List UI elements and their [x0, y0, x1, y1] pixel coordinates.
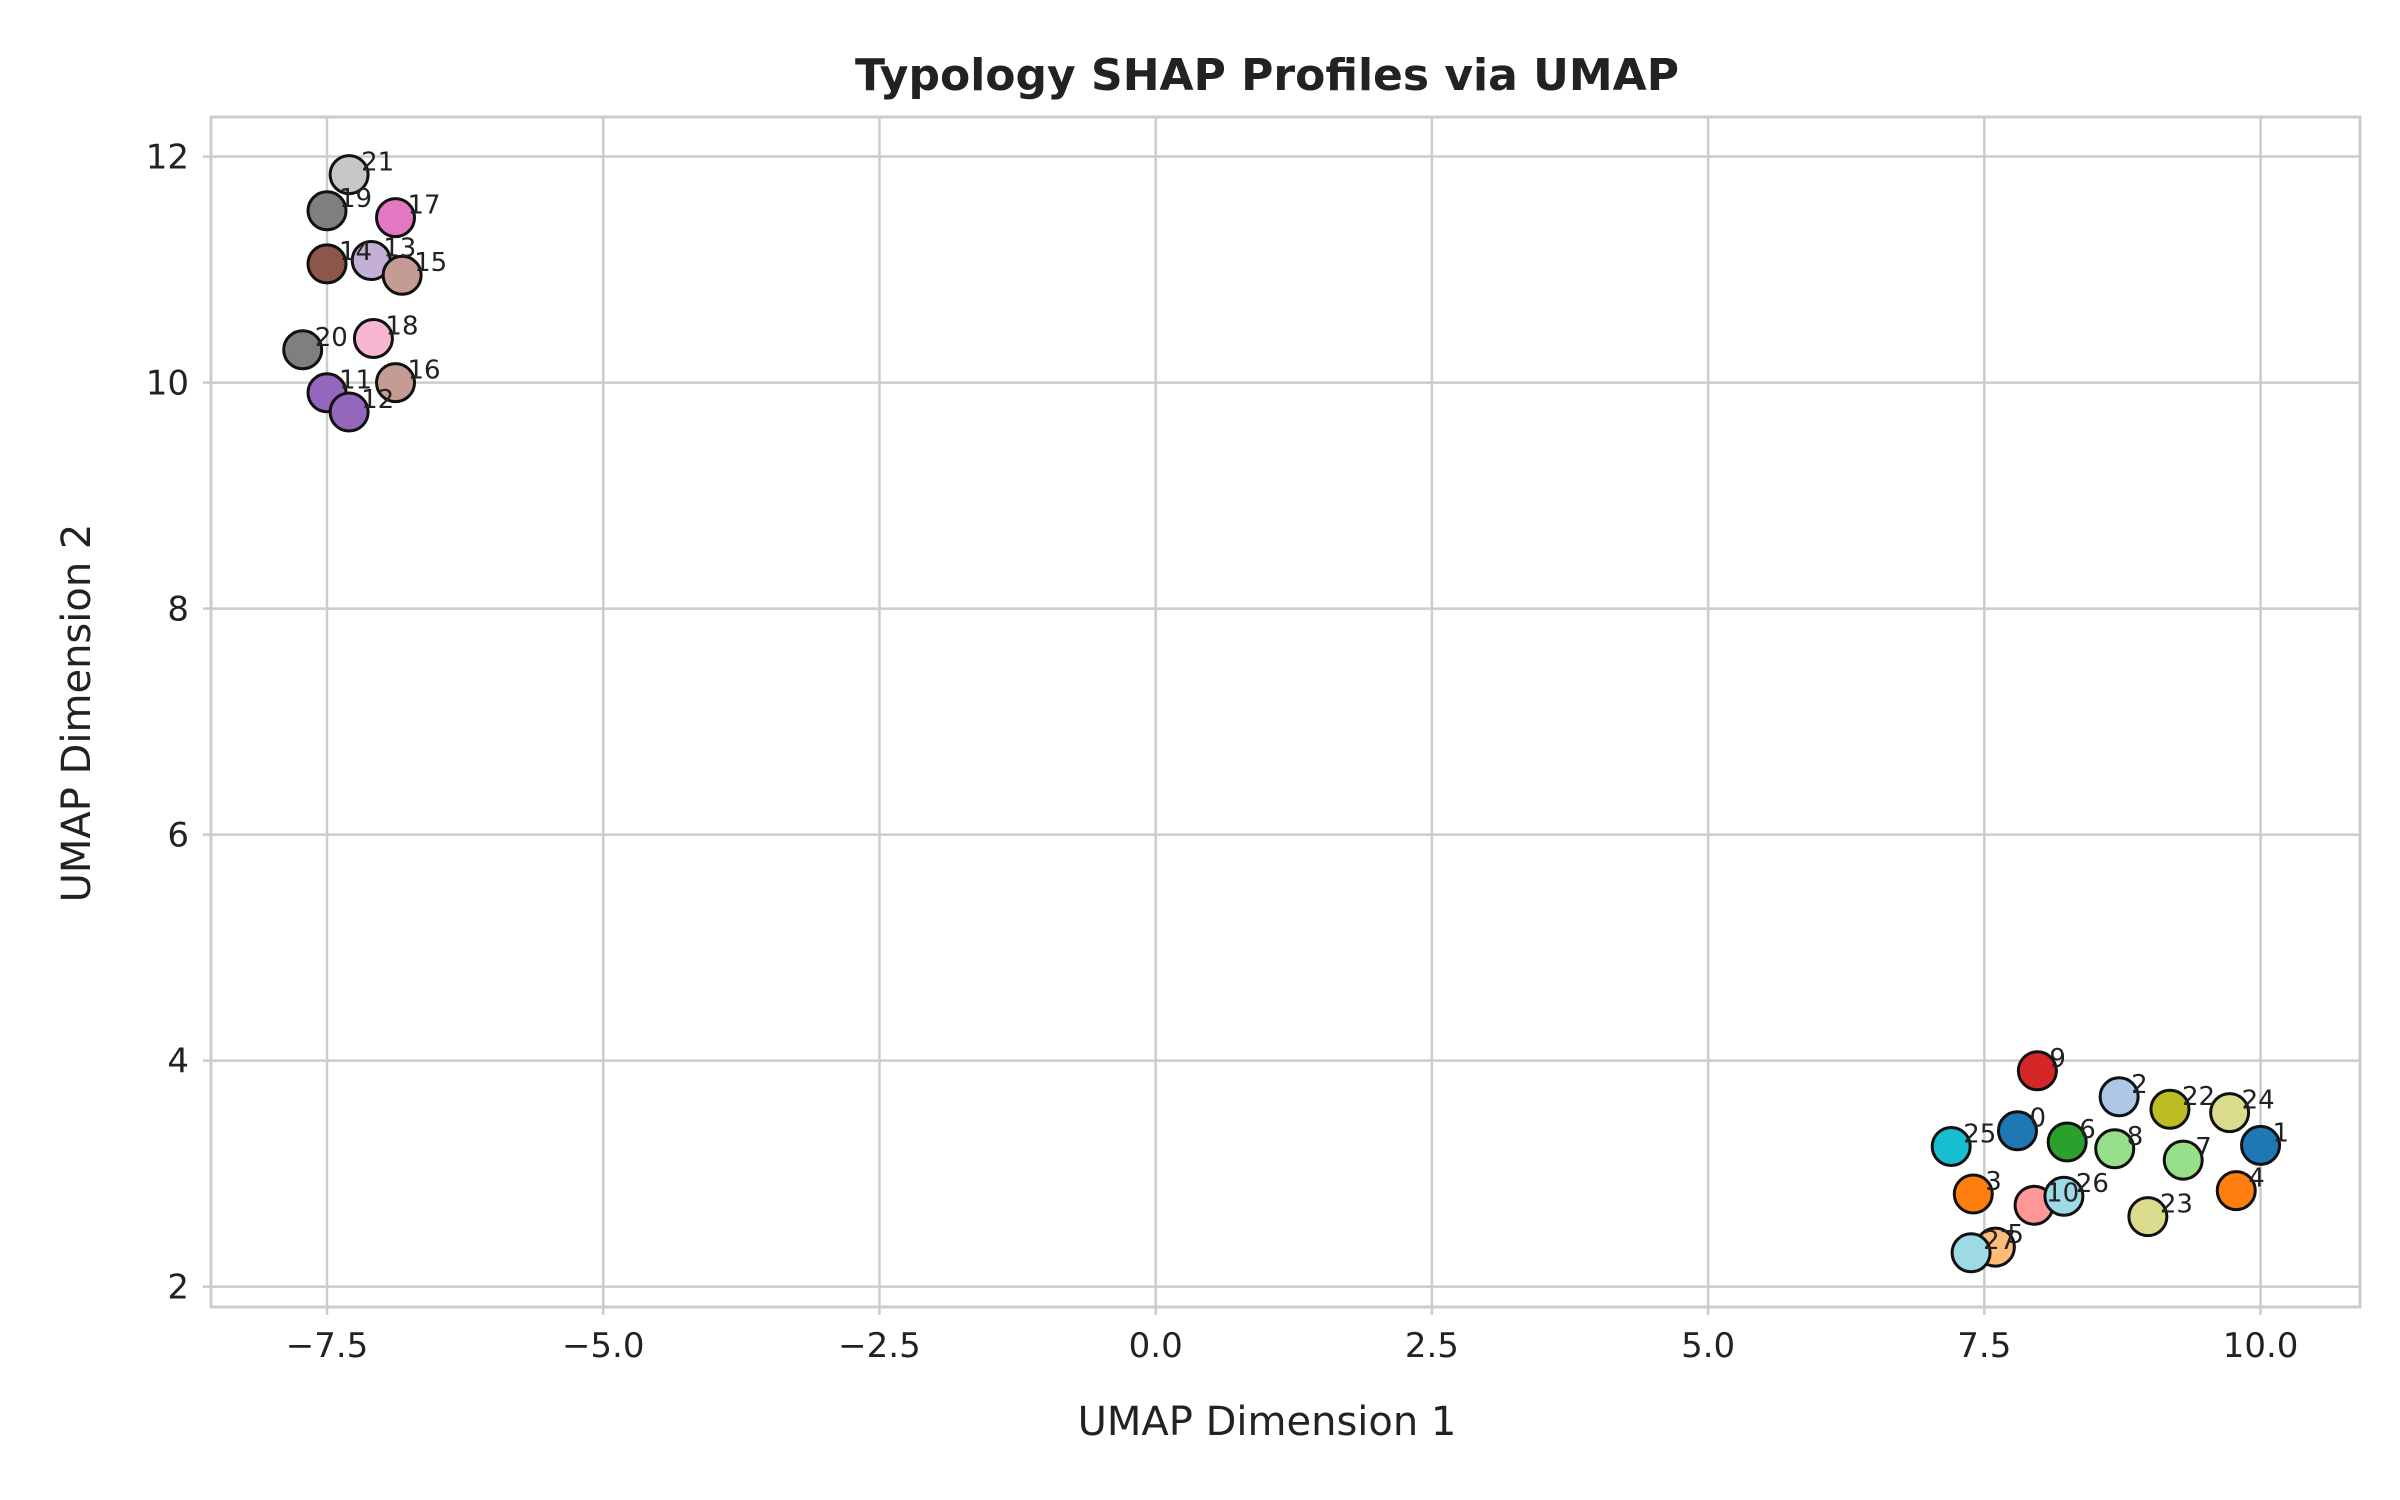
point-label-16: 16 [408, 356, 441, 386]
data-points [282, 154, 2282, 1274]
scatter-point-8 [2094, 1128, 2136, 1170]
scatter-point-14 [306, 243, 348, 285]
point-label-1: 1 [2273, 1118, 2290, 1148]
point-label-5: 5 [2007, 1220, 2024, 1250]
grid-lines [211, 117, 2360, 1307]
scatter-point-21 [328, 154, 370, 196]
point-label-4: 4 [2248, 1164, 2265, 1194]
point-label-13: 13 [383, 234, 416, 264]
x-tick-label: 7.5 [1957, 1326, 2011, 1366]
scatter-point-18 [352, 318, 394, 360]
point-label-11: 11 [339, 366, 372, 396]
scatter-point-25 [1930, 1126, 1972, 1168]
point-label-19: 19 [339, 184, 372, 214]
point-label-26: 26 [2076, 1169, 2109, 1199]
x-tick-label: −7.5 [286, 1326, 369, 1366]
scatter-point-16 [375, 362, 417, 404]
x-tick-label: 10.0 [2223, 1326, 2299, 1366]
scatter-point-23 [2127, 1196, 2169, 1238]
y-tick-label: 6 [167, 816, 189, 856]
y-tick-label: 4 [167, 1042, 189, 1082]
point-label-14: 14 [339, 237, 372, 267]
scatter-point-3 [1952, 1173, 1994, 1215]
point-label-24: 24 [2242, 1086, 2275, 1116]
y-tick-label: 8 [167, 590, 189, 630]
scatter-point-4 [2215, 1170, 2257, 1212]
y-tick-label: 10 [146, 364, 189, 404]
point-label-20: 20 [315, 323, 348, 353]
point-label-15: 15 [414, 248, 447, 278]
y-axis-label: UMAP Dimension 2 [54, 524, 100, 903]
point-label-27: 27 [1983, 1226, 2016, 1256]
point-label-10: 10 [2046, 1178, 2079, 1208]
x-tick-label: 2.5 [1405, 1326, 1459, 1366]
point-label-7: 7 [2195, 1133, 2212, 1163]
scatter-point-17 [375, 197, 417, 239]
point-label-18: 18 [385, 312, 418, 342]
scatter-point-7 [2162, 1139, 2204, 1181]
scatter-point-22 [2149, 1088, 2191, 1130]
point-label-9: 9 [2049, 1044, 2066, 1074]
scatter-point-2 [2098, 1076, 2140, 1118]
x-axis-label: UMAP Dimension 1 [1078, 1399, 1457, 1445]
x-tick-label: 5.0 [1681, 1326, 1735, 1366]
scatter-point-6 [2046, 1121, 2088, 1163]
point-label-17: 17 [408, 191, 441, 221]
scatter-point-0 [1996, 1110, 2038, 1152]
scatter-point-27 [1950, 1232, 1992, 1274]
point-label-23: 23 [2160, 1190, 2193, 1220]
point-label-8: 8 [2127, 1122, 2144, 1152]
plot-area-frame [209, 115, 2362, 1309]
point-label-21: 21 [361, 148, 394, 178]
x-tick-label: 0.0 [1129, 1326, 1183, 1366]
chart-title: Typology SHAP Profiles via UMAP [855, 50, 1679, 101]
x-tick-label: −5.0 [562, 1326, 645, 1366]
y-tick-label: 2 [167, 1268, 189, 1308]
point-label-12: 12 [361, 385, 394, 415]
scatter-point-12 [328, 391, 370, 433]
y-tick-label: 12 [146, 138, 189, 178]
point-label-3: 3 [1985, 1167, 2002, 1197]
scatter-point-20 [282, 329, 324, 371]
x-tick-label: −2.5 [838, 1326, 921, 1366]
scatter-point-9 [2016, 1050, 2058, 1092]
scatter-point-26 [2043, 1175, 2085, 1217]
point-label-25: 25 [1963, 1120, 1996, 1150]
scatter-point-1 [2240, 1124, 2282, 1166]
scatter-point-15 [381, 254, 423, 296]
point-label-22: 22 [2182, 1082, 2215, 1112]
scatter-point-24 [2209, 1092, 2251, 1134]
point-label-0: 0 [2029, 1104, 2046, 1134]
point-label-2: 2 [2131, 1070, 2148, 1100]
point-label-6: 6 [2079, 1115, 2096, 1145]
scatter-point-19 [306, 190, 348, 232]
